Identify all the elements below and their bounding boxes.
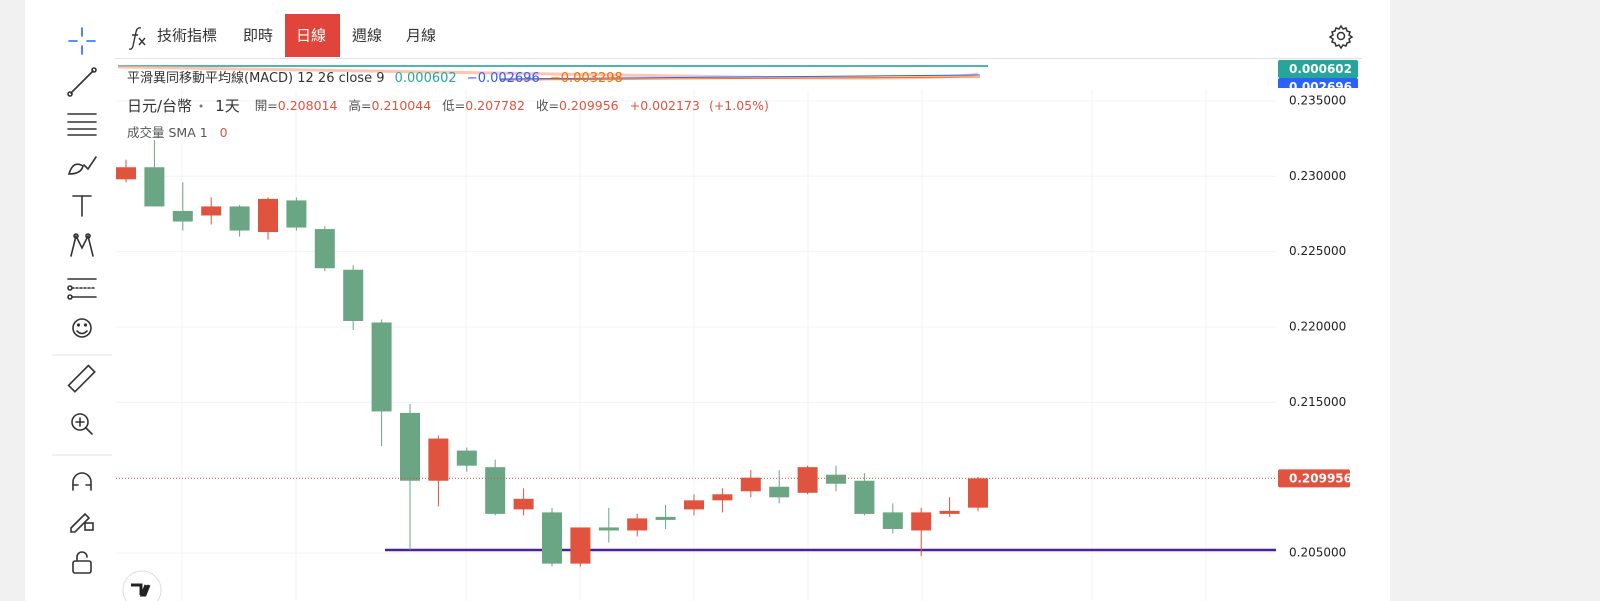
candle-body [400,412,420,481]
open-value: 0.208014 [278,98,338,113]
candle-body [911,512,932,531]
price-chart: 0.2050000.2100000.2150000.2200000.225000… [116,60,1358,601]
timeframe-buttons: 即時 日線 週線 月線 [243,14,436,57]
y-tick-label: 0.205000 [1289,546,1346,560]
prediction-tool[interactable] [67,278,97,300]
symbol-interval: 1天 [215,97,240,115]
macd-legend-name: 平滑異同移動平均線(MACD) 12 26 close 9 [127,70,384,86]
icon-tool[interactable] [72,318,92,338]
high-label: 高= [349,98,372,113]
candle-body [882,512,903,529]
macd-axis-badges: 0.000602 0.002696 [1278,60,1358,94]
unlock-tool[interactable] [72,551,92,574]
change-percent: (+1.05%) [709,98,769,113]
y-tick-label: 0.220000 [1289,320,1346,334]
macd-axis-badge [1278,60,1358,78]
settings-button[interactable] [1328,24,1354,50]
candle-body [712,494,733,501]
candle-body [485,467,506,514]
volume-legend-value: 0 [220,125,228,140]
candle-body [939,510,960,514]
timeframe-button[interactable]: 即時 [243,27,273,45]
candle-body [456,450,477,466]
timeframe-button[interactable]: 週線 [352,27,382,45]
macd-axis-label: 0.002696 [1289,80,1352,94]
indicators-button[interactable]: 技術指標 [157,27,217,45]
last-price-badge [1278,469,1350,488]
close-value: 0.209956 [559,98,619,113]
macd-axis-badge [1278,78,1358,88]
macd-axis-label: 0.000602 [1289,62,1352,76]
candle-body [286,200,307,228]
macd-legend-value: −0.002696 [467,71,540,86]
open-label: 開= [255,98,278,113]
macd-legend-value: 0.000602 [395,71,457,86]
legend-separator [199,104,203,108]
high-value: 0.210044 [372,98,432,113]
candle-body [371,322,392,412]
volume-legend-name: 成交量 SMA 1 [127,125,208,140]
macd-line [499,74,981,80]
candle-body [172,210,193,222]
symbol-legend: 日元/台幣 1天 開=0.208014 高=0.210044 低=0.20778… [127,96,769,115]
brush-tool[interactable] [67,156,97,175]
magnet-tool[interactable] [72,472,92,491]
y-tick-label: 0.215000 [1289,395,1346,409]
timeframe-button[interactable]: 日線 [296,27,326,45]
candle-body [598,527,619,531]
candle-body [144,167,165,207]
candle-body [854,480,875,514]
y-tick-label: 0.230000 [1289,169,1346,183]
lock-drawings-tool[interactable] [70,512,94,533]
candle-body [627,518,648,531]
ruler-tool[interactable] [67,364,96,393]
candle-body [513,498,534,510]
close-label: 收= [536,98,559,113]
candle-body [655,516,676,520]
candle-body [740,477,761,492]
candle-body [797,467,818,493]
timeframe-button[interactable]: 月線 [406,27,436,45]
y-tick-label: 0.225000 [1289,244,1346,258]
change-value: +0.002173 [630,98,700,113]
candle-body [684,500,704,510]
macd-legend: 平滑異同移動平均線(MACD) 12 26 close 9 0.000602 −… [127,70,623,86]
volume-legend: 成交量 SMA 1 0 [127,125,228,140]
left-toolbar [51,27,113,574]
candle-body [769,486,790,498]
candle-body [428,438,449,481]
signal-line [499,76,981,81]
main-panel [25,0,1390,601]
candle-body [570,527,591,564]
zoom-tool[interactable] [71,413,93,435]
crosshair-tool[interactable] [68,27,96,55]
y-tick-label: 0.235000 [1289,93,1346,107]
tv-logo [122,570,162,601]
macd-legend-value: −0.003298 [550,71,623,86]
candle-body [229,206,250,231]
fib-tool[interactable] [67,113,97,136]
candle-body [343,269,364,321]
low-label: 低= [442,98,465,113]
candle-body [542,512,562,564]
symbol-pair: 日元/台幣 [127,97,192,115]
indicators-icon [128,27,146,50]
candle-body [201,206,222,216]
last-price-label: 0.209956 [1289,471,1352,485]
low-value: 0.207782 [465,98,525,113]
candle-body [116,167,136,180]
macd-pane [117,65,988,81]
text-tool[interactable] [72,195,92,217]
candle-body [826,474,846,484]
candle-body [968,478,988,508]
pattern-tool[interactable] [70,233,94,257]
active-timeframe-bg [285,14,340,57]
candle-body [314,229,335,269]
candle-body [258,198,278,233]
trend-line-tool[interactable] [67,67,97,97]
